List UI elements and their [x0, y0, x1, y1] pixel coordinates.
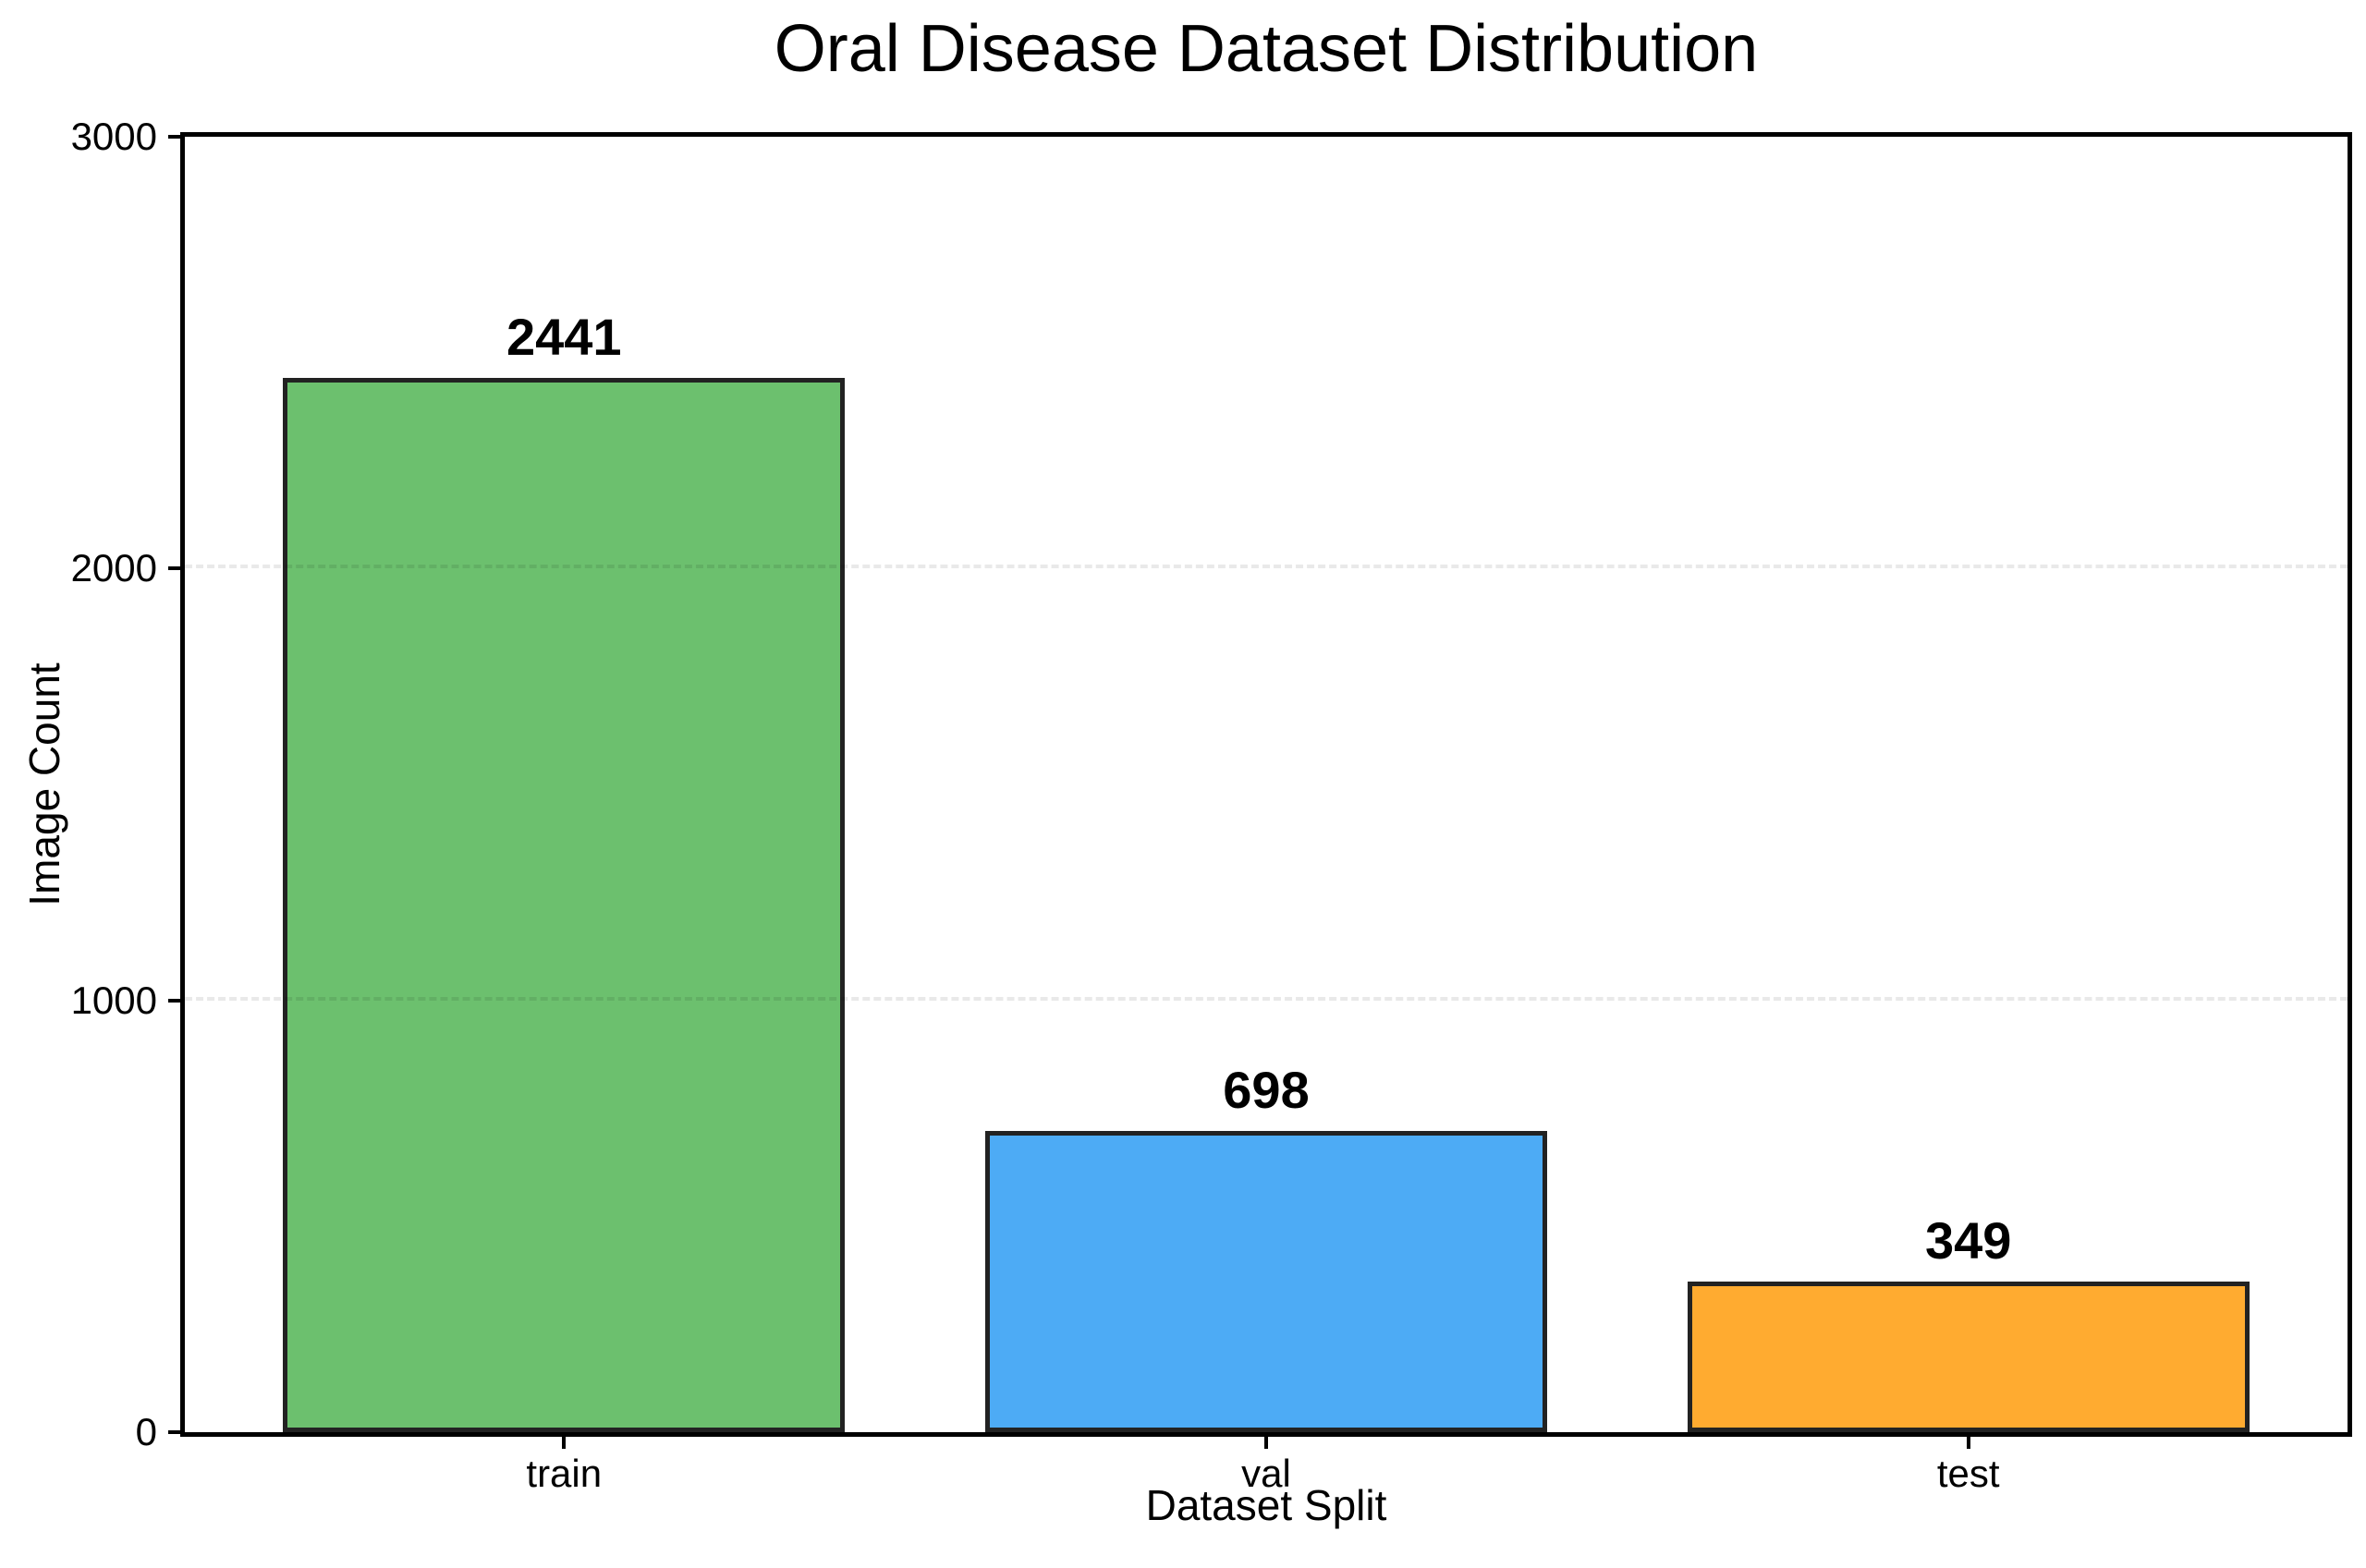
x-tick-label-test: test	[1936, 1452, 2000, 1495]
plot-area: 0 1000 2000 3000 2441 train 698 val 349 test	[71, 117, 2352, 1493]
x-tick-label-train: train	[526, 1452, 603, 1495]
y-tick-3000	[168, 135, 180, 139]
bar-value-label-train: 2441	[506, 308, 622, 367]
bar-value-label-test: 349	[1925, 1210, 2012, 1270]
x-tick-test	[1966, 1437, 1970, 1449]
bar-val	[985, 1130, 1547, 1432]
gridline-1000	[185, 996, 2348, 1001]
y-tick-2000	[168, 566, 180, 571]
x-tick-label-val: val	[1241, 1452, 1291, 1495]
y-tick-label-0: 0	[135, 1410, 157, 1453]
y-tick-1000	[168, 998, 180, 1003]
y-axis-label: Image Count	[20, 662, 68, 906]
y-tick-label-1000: 1000	[70, 978, 157, 1022]
gridline-2000	[185, 565, 2348, 569]
bar-train	[283, 378, 846, 1432]
y-tick-label-3000: 3000	[70, 115, 157, 158]
bar-test	[1687, 1281, 2250, 1432]
x-axis-label: Dataset Split	[1145, 1481, 1387, 1529]
chart-title: Oral Disease Dataset Distribution	[774, 12, 1759, 86]
bar-value-label-val: 698	[1223, 1060, 1310, 1119]
y-tick-label-2000: 2000	[70, 546, 157, 590]
y-tick-0	[168, 1430, 180, 1434]
x-tick-train	[562, 1437, 567, 1449]
x-tick-val	[1264, 1437, 1268, 1449]
